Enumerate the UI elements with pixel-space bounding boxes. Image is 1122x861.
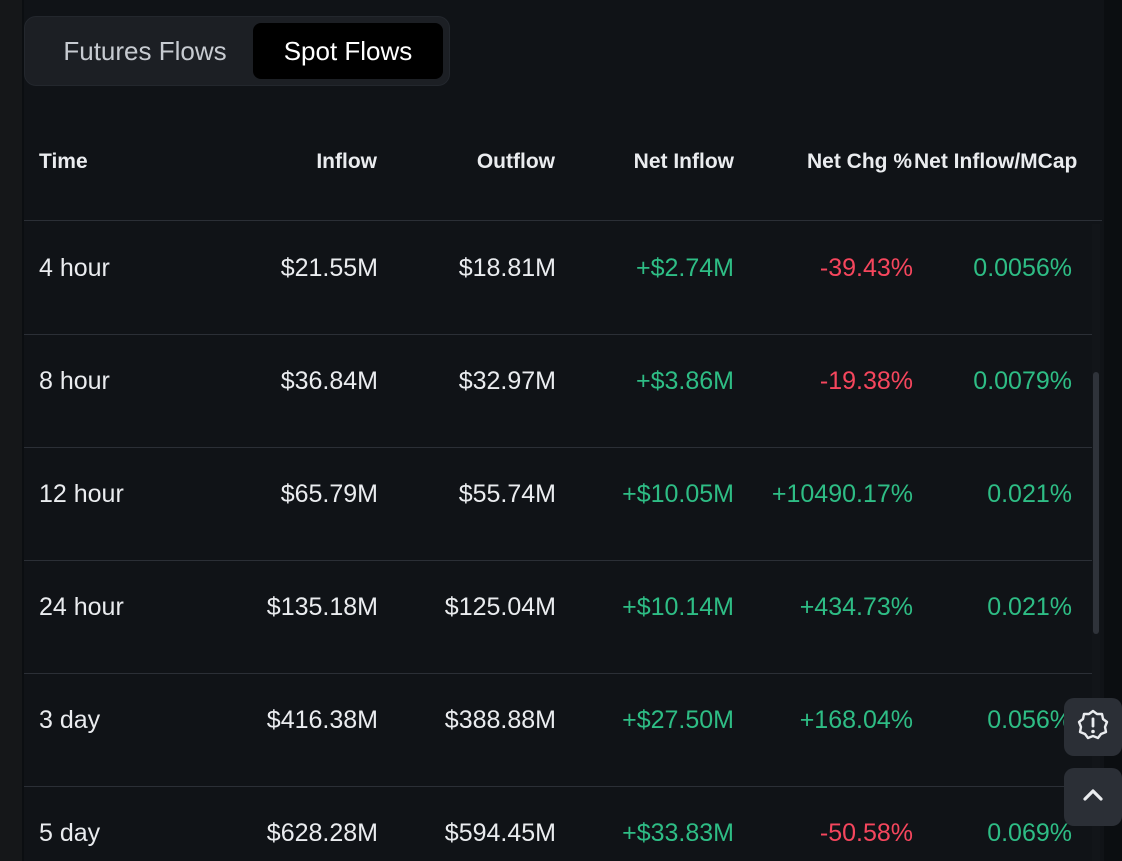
- back-to-top-button[interactable]: [1064, 768, 1122, 826]
- tab-futures-flows[interactable]: Futures Flows: [63, 36, 227, 66]
- tab-spot-flows[interactable]: Spot Flows: [253, 23, 443, 79]
- cell-net-inflow: +$27.50M: [622, 706, 734, 734]
- cell-inflow: $65.79M: [280, 480, 378, 508]
- left-gutter: [0, 0, 22, 861]
- cell-time: 3 day: [39, 706, 101, 734]
- cell-net-chg: +434.73%: [799, 593, 913, 621]
- cell-net-inflow: +$33.83M: [622, 819, 734, 847]
- table-row: 12 hour $65.79M $55.74M +$10.05M +10490.17% 0…: [24, 448, 1092, 561]
- scrollbar-thumb[interactable]: [1093, 372, 1099, 634]
- cell-inflow: $21.55M: [280, 254, 378, 282]
- feedback-button[interactable]: [1064, 698, 1122, 756]
- header-time: Time: [39, 150, 88, 173]
- table-row: 3 day $416.38M $388.88M +$27.50M +168.04% 0.0…: [24, 674, 1092, 787]
- cell-net-chg: -19.38%: [819, 367, 913, 395]
- header-net-inflow-mcap: Net Inflow/MCap: [914, 150, 1078, 173]
- cell-outflow: $388.88M: [444, 706, 556, 734]
- header-inflow: Inflow: [316, 150, 377, 173]
- table-row: 8 hour $36.84M $32.97M +$3.86M -19.38% 0.0079…: [24, 335, 1092, 448]
- cell-net-inflow-mcap: 0.021%: [987, 593, 1072, 621]
- table-row: 5 day $628.28M $594.45M +$33.83M -50.58% 0.06…: [24, 787, 1092, 861]
- header-net-inflow: Net Inflow: [633, 150, 734, 173]
- cell-outflow: $125.04M: [444, 593, 556, 621]
- cell-net-inflow-mcap: 0.0056%: [973, 254, 1072, 282]
- feedback-alert-icon: [1076, 708, 1110, 747]
- cell-net-inflow: +$3.86M: [636, 367, 734, 395]
- cell-net-chg: -50.58%: [819, 819, 913, 847]
- cell-time: 5 day: [39, 819, 101, 847]
- cell-outflow: $18.81M: [458, 254, 556, 282]
- cell-net-chg: +168.04%: [799, 706, 913, 734]
- cell-outflow: $55.74M: [458, 480, 556, 508]
- cell-net-inflow: +$2.74M: [636, 254, 734, 282]
- cell-outflow: $32.97M: [458, 367, 556, 395]
- header-net-chg: Net Chg %: [807, 150, 912, 173]
- flows-panel: [24, 0, 1104, 861]
- cell-time: 4 hour: [39, 254, 110, 282]
- cell-time: 12 hour: [39, 480, 124, 508]
- header-outflow: Outflow: [476, 150, 555, 173]
- flows-tab-switcher: Futures Flows Spot Flows: [24, 16, 450, 86]
- cell-time: 24 hour: [39, 593, 124, 621]
- cell-net-inflow-mcap: 0.021%: [987, 480, 1072, 508]
- cell-net-chg: -39.43%: [819, 254, 913, 282]
- table-row: 4 hour $21.55M $18.81M +$2.74M -39.43% 0.0056…: [24, 222, 1092, 335]
- cell-inflow: $36.84M: [280, 367, 378, 395]
- cell-net-inflow: +$10.14M: [622, 593, 734, 621]
- cell-outflow: $594.45M: [444, 819, 556, 847]
- chevron-up-icon: [1078, 780, 1108, 815]
- cell-net-inflow-mcap: 0.056%: [987, 706, 1072, 734]
- cell-inflow: $135.18M: [266, 593, 378, 621]
- cell-net-chg: +10490.17%: [771, 480, 913, 508]
- cell-time: 8 hour: [39, 367, 110, 395]
- cell-inflow: $628.28M: [266, 819, 378, 847]
- cell-net-inflow: +$10.05M: [622, 480, 734, 508]
- table-row: 24 hour $135.18M $125.04M +$10.14M +434.73% 0…: [24, 561, 1092, 674]
- table-header: Time Inflow Outflow Net Inflow Net Chg %…: [24, 108, 1102, 221]
- cell-net-inflow-mcap: 0.0079%: [973, 367, 1072, 395]
- cell-inflow: $416.38M: [266, 706, 378, 734]
- cell-net-inflow-mcap: 0.069%: [987, 819, 1072, 847]
